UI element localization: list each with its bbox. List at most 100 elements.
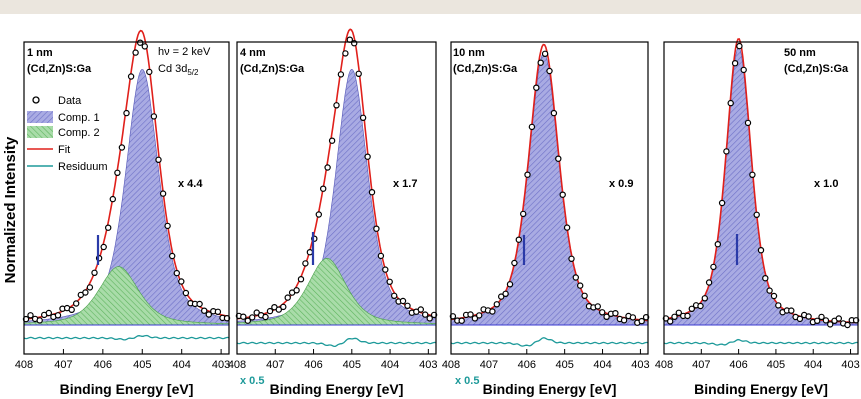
residuum-line xyxy=(236,337,437,348)
data-point xyxy=(493,301,500,308)
panel-title: 50 nm xyxy=(784,47,816,59)
data-point xyxy=(714,240,722,248)
x-axis-label: Binding Energy [eV] xyxy=(270,381,404,397)
x-axis-label: Binding Energy [eV] xyxy=(694,381,828,397)
data-point xyxy=(368,188,376,196)
plot-area xyxy=(662,38,860,346)
data-point xyxy=(36,317,43,324)
scale-factor-label: x 4.4 xyxy=(178,178,203,190)
x-tick-label: 406 xyxy=(729,359,747,371)
scale-factor-label: x 1.7 xyxy=(393,178,417,190)
data-point xyxy=(684,312,691,320)
data-point xyxy=(382,266,389,273)
panel-subtitle: (Cd,Zn)S:Ga xyxy=(240,63,305,75)
data-point xyxy=(731,60,739,67)
x-tick-label: 408 xyxy=(655,359,673,371)
data-point xyxy=(306,248,314,256)
panel-frame xyxy=(450,41,649,355)
data-point xyxy=(118,144,126,151)
data-point xyxy=(422,311,429,318)
top-banner xyxy=(0,0,861,14)
data-point xyxy=(599,309,606,316)
residuum-line xyxy=(663,338,859,346)
data-point xyxy=(710,263,717,271)
data-point xyxy=(182,289,190,297)
data-point xyxy=(697,302,704,310)
data-point xyxy=(100,243,107,251)
x-tick-label: 406 xyxy=(518,359,536,371)
x-tick-label: 404 xyxy=(593,359,611,371)
x-tick-label: 403 xyxy=(212,359,230,371)
data-point xyxy=(577,282,584,289)
x-tick-label: 408 xyxy=(15,359,33,371)
data-point xyxy=(612,310,619,317)
data-point xyxy=(537,59,544,66)
data-point xyxy=(359,114,367,122)
data-point xyxy=(620,317,628,324)
data-point xyxy=(320,185,327,192)
data-point xyxy=(581,292,588,299)
data-point xyxy=(342,50,349,57)
data-point xyxy=(200,307,208,314)
data-point xyxy=(337,71,345,78)
data-point xyxy=(788,307,795,314)
data-point xyxy=(757,246,765,254)
data-point xyxy=(109,195,117,203)
x-tick-label: 405 xyxy=(555,359,573,371)
x-tick-label: 406 xyxy=(94,359,112,371)
panel-4nm: 4 nm (Cd,Zn)S:Ga x 1.7 x 0.5 408 407 406 40… xyxy=(228,28,438,397)
data-point xyxy=(114,169,121,176)
data-point xyxy=(775,302,782,309)
data-point xyxy=(705,279,713,286)
residuum-scale-label: x 0.5 xyxy=(455,375,479,387)
data-point xyxy=(248,314,256,321)
legend-comp1-patch xyxy=(27,111,53,123)
component-2-area xyxy=(236,257,437,326)
data-point xyxy=(498,293,505,300)
data-point xyxy=(391,292,398,299)
x-tick-label: 403 xyxy=(841,359,859,371)
data-point xyxy=(168,252,176,260)
plot-area xyxy=(449,43,650,347)
data-point xyxy=(555,155,562,162)
data-point xyxy=(727,99,734,107)
panel-subtitle: (Cd,Zn)S:Ga xyxy=(27,63,92,75)
data-point xyxy=(770,292,778,300)
data-point xyxy=(814,317,821,324)
x-tick-label: 406 xyxy=(304,359,322,371)
data-point xyxy=(511,259,518,267)
data-point xyxy=(377,252,385,260)
data-point xyxy=(766,287,773,294)
panel-frame xyxy=(663,41,859,355)
data-point xyxy=(753,211,760,218)
data-point xyxy=(275,306,282,313)
plot-area xyxy=(235,28,438,348)
data-point xyxy=(718,199,726,207)
data-point xyxy=(280,303,287,311)
data-point xyxy=(164,222,171,230)
data-point xyxy=(196,300,203,308)
data-point xyxy=(822,317,830,324)
scale-factor-label: x 1.0 xyxy=(814,178,838,190)
x-tick-label: 404 xyxy=(381,359,399,371)
data-point xyxy=(502,290,509,297)
data-point xyxy=(178,278,185,285)
data-point xyxy=(524,171,531,178)
data-point xyxy=(563,224,571,231)
data-point xyxy=(471,315,479,322)
component-2-area xyxy=(23,266,230,326)
residuum-line xyxy=(450,337,649,347)
legend-label-fit: Fit xyxy=(58,144,70,156)
data-point xyxy=(136,39,144,46)
data-point xyxy=(559,191,566,198)
data-point xyxy=(688,305,696,312)
data-point xyxy=(351,40,358,47)
data-point xyxy=(818,313,825,321)
x-tick-label: 408 xyxy=(442,359,460,371)
data-point xyxy=(104,224,112,231)
data-point xyxy=(127,73,135,80)
component-1-area xyxy=(236,68,437,326)
data-point xyxy=(550,109,558,117)
plot-area xyxy=(22,29,231,341)
panel-frame xyxy=(23,41,230,355)
